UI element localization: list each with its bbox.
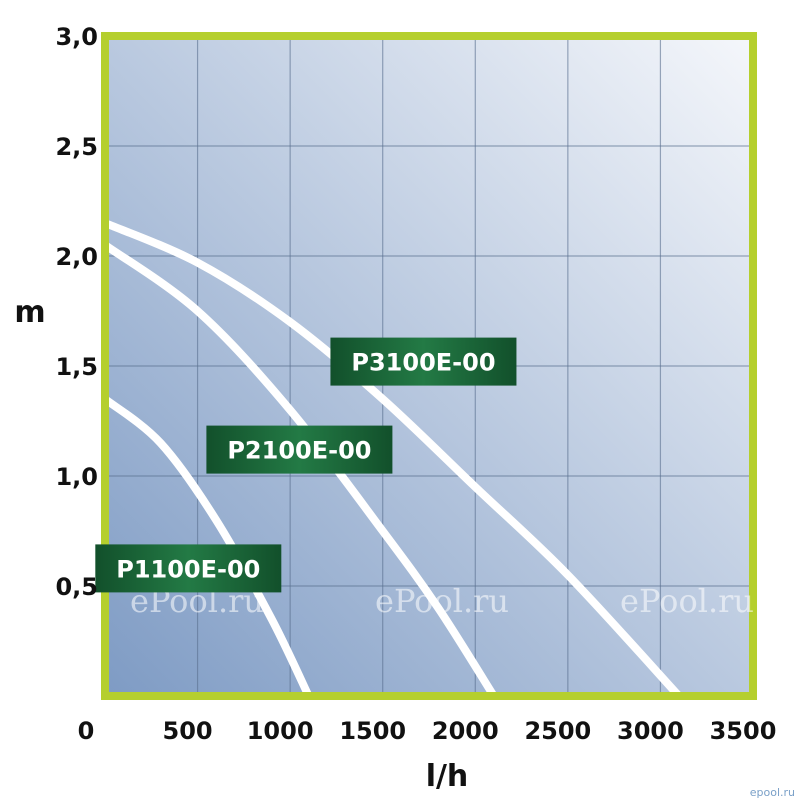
watermark-text: ePool.ru <box>375 582 509 620</box>
series-label: P2100E-00 <box>206 425 393 474</box>
watermark-text: l.ru <box>0 582 56 620</box>
series-label: P3100E-00 <box>330 337 517 386</box>
series-line <box>101 395 313 700</box>
x-tick-label: 2000 <box>432 717 499 745</box>
x-tick-label: 3500 <box>710 717 777 745</box>
series-label-text: P3100E-00 <box>351 349 495 377</box>
y-tick-label: 2,5 <box>55 133 98 161</box>
series-label-text: P1100E-00 <box>116 555 260 583</box>
x-tick-label: 0 <box>78 717 95 745</box>
plot-frame <box>101 32 757 700</box>
x-tick-label: 500 <box>163 717 213 745</box>
series-label: P1100E-00 <box>95 544 282 593</box>
series-labels: P1100E-00 P2100E-00 P3100E-00 <box>95 337 517 593</box>
series-label-text: P2100E-00 <box>227 437 371 465</box>
series-label-box <box>95 544 282 593</box>
y-tick-label: 3,0 <box>55 23 98 51</box>
x-tick-label: 2500 <box>524 717 591 745</box>
y-tick-label: 0,5 <box>55 573 98 601</box>
y-tick-label: 1,5 <box>55 353 98 381</box>
series-line <box>101 219 683 700</box>
x-tick-label: 3000 <box>617 717 684 745</box>
x-tick-label: 1500 <box>339 717 406 745</box>
series-label-box <box>330 337 517 386</box>
y-tick-label: 1,0 <box>55 463 98 491</box>
y-tick-label: 2,0 <box>55 243 98 271</box>
watermark-text: ePool.ru <box>620 582 754 620</box>
x-tick-label: 1000 <box>247 717 314 745</box>
x-axis-title: l/h <box>426 759 469 794</box>
tick-labels: 0 500 1000 1500 2000 2500 3000 3500 0,5 1,0 1,5 2,0… <box>55 23 776 745</box>
corner-watermark: epool.ru <box>750 786 795 799</box>
y-axis-title: m <box>14 295 45 330</box>
series-label-box <box>206 425 393 474</box>
